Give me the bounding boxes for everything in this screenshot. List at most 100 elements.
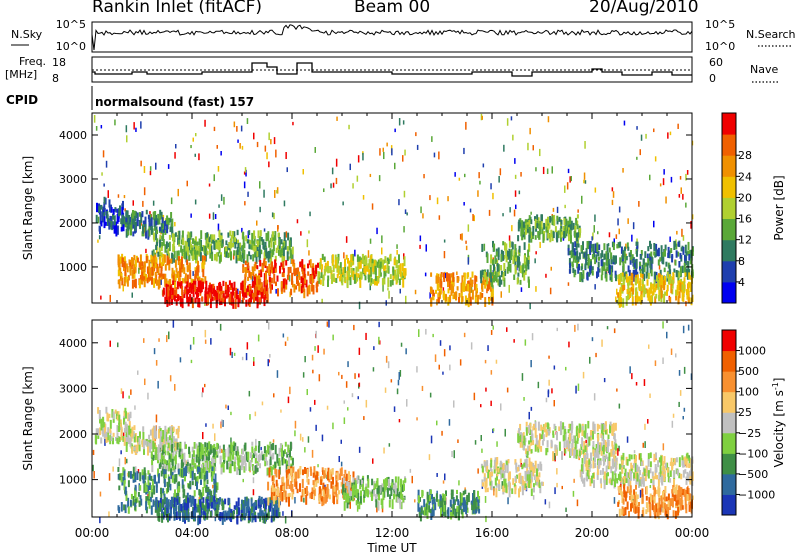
echo-cell	[334, 259, 337, 269]
echo-cell	[526, 257, 528, 267]
echo-cell	[148, 434, 151, 440]
echo-cell	[206, 442, 209, 453]
echo-cell	[159, 215, 162, 220]
echo-cell	[139, 261, 142, 270]
echo-cell	[100, 437, 103, 444]
echo-cell	[136, 212, 139, 222]
echo-cell	[344, 469, 347, 474]
echo-cell	[157, 213, 160, 219]
noise-cell	[376, 507, 378, 513]
echo-cell	[269, 465, 272, 473]
echo-cell	[164, 460, 167, 465]
echo-cell	[384, 485, 387, 491]
echo-cell	[519, 218, 522, 227]
noise-cell	[402, 120, 405, 125]
freq-tick-top: 18	[52, 56, 66, 69]
noise-cell	[530, 211, 532, 215]
echo-cell	[295, 481, 298, 490]
echo-cell	[246, 254, 249, 263]
noise-cell	[177, 188, 179, 197]
echo-cell	[214, 454, 217, 464]
echo-cell	[361, 480, 363, 485]
noise-cell	[233, 352, 236, 356]
echo-cell	[185, 252, 188, 263]
noise-cell	[306, 389, 308, 396]
noise-cell	[403, 190, 406, 198]
echo-cell	[551, 215, 554, 225]
noise-cell	[268, 161, 270, 168]
echo-cell	[496, 259, 499, 267]
echo-cell	[123, 256, 126, 261]
echo-cell	[156, 263, 159, 274]
echo-cell	[486, 275, 489, 285]
echo-cell	[486, 487, 489, 493]
echo-cell	[569, 217, 572, 225]
echo-cell	[535, 473, 538, 482]
noise-cell	[208, 183, 211, 187]
echo-cell	[128, 259, 131, 265]
noise-cell	[140, 121, 142, 129]
echo-cell	[467, 492, 470, 503]
echo-cell	[109, 206, 112, 213]
noise-cell	[421, 385, 424, 391]
echo-cell	[386, 477, 389, 487]
noise-cell	[640, 134, 643, 141]
echo-cell	[355, 272, 358, 280]
echo-cell	[348, 260, 351, 271]
echo-cell	[519, 475, 522, 485]
noise-cell	[456, 271, 458, 276]
echo-cell	[254, 448, 257, 455]
echo-cell	[169, 226, 172, 233]
echo-cell	[499, 460, 502, 468]
noise-cell	[631, 373, 633, 380]
echo-cell	[431, 507, 434, 518]
echo-cell	[177, 488, 179, 494]
echo-cell	[142, 231, 145, 237]
echo-cell	[275, 469, 278, 478]
noise-cell	[340, 439, 342, 444]
echo-cell	[97, 432, 100, 439]
echo-cell	[362, 268, 365, 275]
echo-cell	[215, 299, 218, 309]
echo-cell	[222, 444, 225, 452]
echo-cell	[380, 258, 383, 264]
echo-cell	[189, 282, 192, 288]
echo-cell	[657, 273, 660, 279]
echo-cell	[646, 271, 649, 277]
noise-cell	[371, 203, 374, 210]
echo-cell	[391, 479, 394, 485]
echo-cell	[132, 221, 135, 229]
echo-cell	[606, 243, 609, 253]
echo-cell	[530, 449, 533, 454]
echo-cell	[277, 488, 280, 497]
echo-cell	[322, 274, 325, 281]
echo-cell	[201, 455, 204, 460]
echo-cell	[644, 289, 647, 295]
noise-cell	[276, 187, 279, 194]
echo-cell	[134, 433, 137, 443]
echo-cell	[625, 256, 628, 261]
echo-cell	[171, 225, 174, 234]
echo-cell	[129, 499, 132, 507]
echo-cell	[201, 447, 204, 458]
noise-cell	[477, 468, 479, 474]
echo-cell	[198, 515, 201, 524]
echo-cell	[210, 284, 213, 294]
echo-cell	[98, 206, 101, 214]
noise-cell	[378, 321, 380, 328]
echo-cell	[437, 297, 440, 304]
echo-cell	[248, 230, 251, 236]
echo-cell	[343, 501, 346, 511]
noise-cell	[583, 179, 585, 184]
echo-cell	[144, 473, 147, 480]
cpid-label: CPID	[6, 93, 38, 107]
echo-cell	[681, 284, 684, 291]
echo-cell	[538, 472, 541, 478]
echo-cell	[123, 437, 126, 446]
echo-cell	[230, 442, 233, 451]
noise-cell	[394, 162, 396, 170]
echo-cell	[575, 217, 578, 226]
echo-cell	[316, 288, 319, 293]
noise-cell	[252, 489, 255, 496]
